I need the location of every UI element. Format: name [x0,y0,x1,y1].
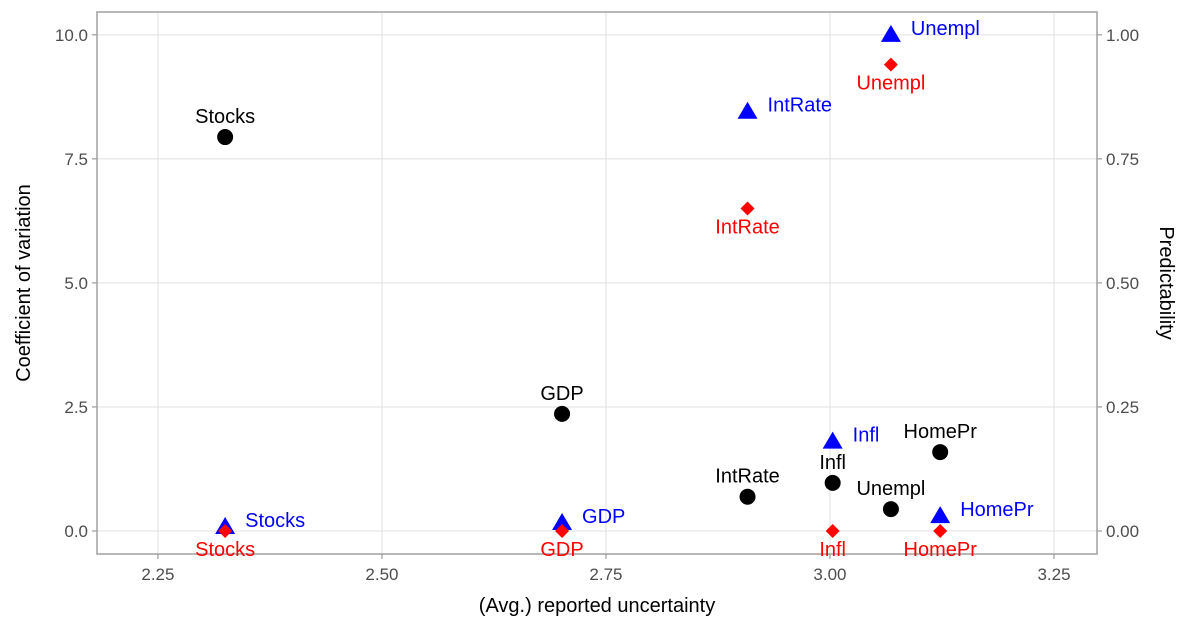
point-label: IntRate [715,216,779,238]
y2-tick-label: 0.50 [1106,274,1139,293]
y2-tick-label: 1.00 [1106,26,1139,45]
y2-axis-title: Predictability [1155,226,1177,339]
y2-tick-label: 0.75 [1106,150,1139,169]
point [740,201,755,216]
point-label: Stocks [245,510,305,532]
plot-border [96,11,1098,555]
point-label: IntRate [768,95,832,117]
point [930,506,951,524]
point-label: HomePr [904,539,978,561]
point-label: HomePr [960,499,1034,521]
x-axis-title: (Avg.) reported uncertainty [479,595,715,616]
y2-tick-label: 0.00 [1106,522,1139,541]
x-tick-label: 3.00 [813,565,846,584]
point-label: GDP [540,539,583,561]
x-tick-label: 2.25 [141,565,174,584]
point [554,405,571,422]
point [883,57,898,72]
point-label: Unempl [856,478,925,500]
point-label: IntRate [715,466,779,488]
y-tick-label: 10.0 [55,26,88,45]
point-label: Infl [853,425,880,447]
point-label: GDP [540,383,583,405]
point [737,101,758,119]
point [555,523,570,538]
point [933,523,948,538]
point [824,474,841,491]
y-axis-title: Coefficient of variation [13,184,35,382]
point-label: Stocks [195,539,255,561]
point [217,129,234,146]
point [552,513,573,531]
point-label: Infl [819,539,846,561]
point [882,501,899,518]
point-label: Unempl [911,18,980,40]
y-tick-label: 7.5 [64,150,88,169]
y-tick-label: 5.0 [64,274,88,293]
y-tick-label: 2.5 [64,398,88,417]
point [739,488,756,505]
x-tick-label: 2.50 [365,565,398,584]
point-label: Unempl [856,73,925,95]
y2-tick-label: 0.25 [1106,398,1139,417]
point [822,431,843,449]
point-label: Stocks [195,106,255,128]
point-label: HomePr [904,421,978,443]
point-label: GDP [582,506,625,528]
x-tick-label: 3.25 [1037,565,1070,584]
point-label: Infl [819,452,846,474]
x-tick-label: 2.75 [589,565,622,584]
point [880,24,901,42]
y-tick-label: 0.0 [64,522,88,541]
point [932,444,949,461]
point [825,523,840,538]
point [218,523,233,538]
